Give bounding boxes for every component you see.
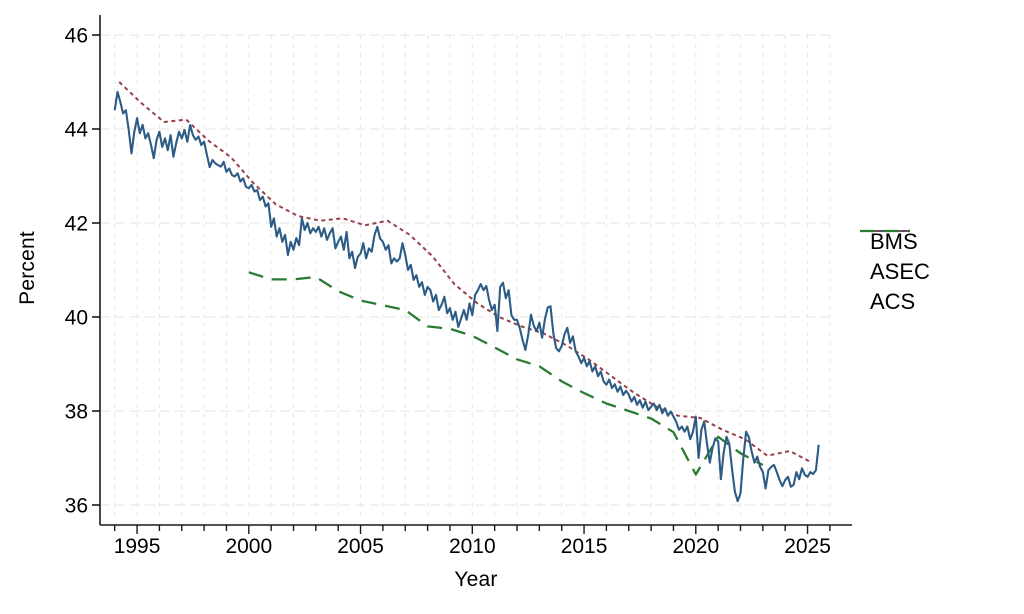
series-line-acs xyxy=(248,271,764,476)
axes xyxy=(99,15,852,526)
legend-label-asec: ASEC xyxy=(870,259,930,284)
x-tick-label: 2000 xyxy=(225,535,272,558)
y-gridlines xyxy=(100,34,833,506)
legend-item-asec: ASEC xyxy=(858,230,930,287)
x-tick-label: 2020 xyxy=(672,535,719,558)
y-tick-label: 38 xyxy=(65,401,88,424)
y-axis-title: Percent xyxy=(16,231,39,305)
y-ticks: 36 38 40 42 44 46 xyxy=(65,25,100,518)
legend-line-sample-acs xyxy=(860,229,910,233)
series-line-bms xyxy=(113,90,820,503)
y-tick-label: 40 xyxy=(65,307,88,330)
x-ticks: 1995 2000 2005 2010 2015 2020 2025 xyxy=(114,525,831,558)
y-tick-label: 44 xyxy=(65,119,89,142)
legend-label-bms: BMS xyxy=(870,229,918,254)
legend-item-acs: ACS xyxy=(858,229,930,317)
legend-label-acs: ACS xyxy=(870,289,916,314)
x-tick-label: 2010 xyxy=(449,535,496,558)
x-tick-label: 2015 xyxy=(561,535,608,558)
x-tick-label: 2025 xyxy=(784,535,831,558)
y-tick-label: 46 xyxy=(65,25,88,48)
y-tick-label: 42 xyxy=(65,213,88,236)
x-tick-label: 1995 xyxy=(114,535,161,558)
y-tick-label: 36 xyxy=(65,495,88,518)
legend: BMS ASEC ACS xyxy=(858,227,930,317)
x-gridlines xyxy=(114,35,831,520)
x-axis-title: Year xyxy=(454,568,498,591)
x-tick-label: 2005 xyxy=(337,535,384,558)
series-line-asec xyxy=(118,81,813,464)
